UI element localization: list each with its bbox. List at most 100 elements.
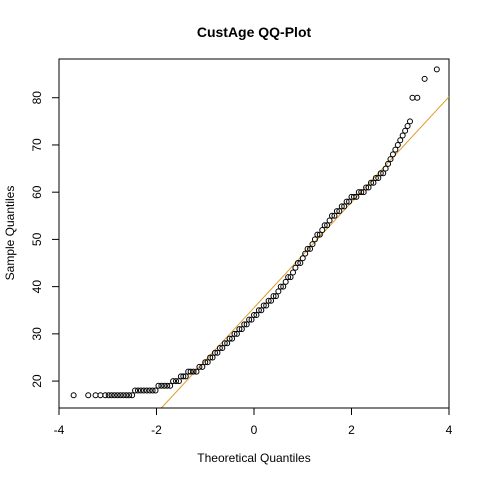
data-point [155,382,162,389]
data-point [360,189,367,196]
data-point [285,274,292,281]
data-point [238,326,245,333]
data-point [341,203,348,210]
data-point [421,75,428,82]
x-tick-label: 2 [348,423,355,437]
data-point [316,231,323,238]
y-axis: 20 30 40 50 60 70 80 [30,91,60,388]
data-point [292,264,299,271]
data-point [368,179,374,186]
data-point [409,94,416,101]
data-point [224,340,231,347]
data-point [246,316,253,323]
data-point [120,392,127,399]
data-point [404,123,411,130]
data-point [377,170,384,177]
data-point [297,260,304,267]
data-point [294,260,301,267]
data-point [129,392,136,399]
data-point [143,387,150,394]
x-tick-label: -4 [54,423,65,437]
data-point [397,137,404,144]
data-point [433,66,440,73]
data-point [326,217,333,224]
data-point [287,274,294,281]
data-point [111,392,118,399]
data-point [114,392,121,399]
data-point [164,382,171,389]
data-point [346,198,353,205]
data-point [270,293,277,300]
data-point [221,340,228,347]
y-tick-label: 30 [30,327,44,341]
data-point [187,368,194,375]
data-point [407,118,413,125]
plot-frame [58,58,450,409]
data-point [158,382,165,389]
data-point [353,193,360,200]
data-point [196,363,203,370]
data-point [302,250,309,257]
data-point [265,297,272,304]
data-point [331,212,338,219]
data-point [399,132,406,139]
reference-line [161,96,450,409]
data-point [370,179,377,186]
data-point [268,297,275,304]
data-point [385,160,392,167]
chart-title: CustAge QQ-Plot [197,24,312,40]
data-point [180,373,187,380]
data-point [333,208,340,215]
data-point [229,335,236,342]
data-point [161,382,168,389]
data-point [209,354,216,361]
x-axis-label: Theoretical Quantiles [197,451,310,465]
data-point [343,198,350,205]
data-point [92,392,99,399]
data-point [290,269,296,276]
data-point [146,387,153,394]
data-point [236,326,243,333]
data-point [363,184,370,191]
data-point [255,307,262,314]
y-tick-label: 80 [30,91,44,105]
data-point [170,378,177,385]
data-point [372,175,379,182]
y-axis-label: Sample Quantiles [3,186,17,281]
data-point [375,175,382,182]
data-point [280,283,287,290]
data-point [137,387,144,394]
data-point [132,387,139,394]
data-point [199,363,206,370]
data-point [231,330,238,337]
data-point [258,307,265,314]
data-point [241,321,248,328]
data-point [358,189,365,196]
data-point [253,311,260,318]
data-point [392,146,399,153]
data-point [204,359,211,366]
data-point [319,226,326,233]
data-point [380,170,387,177]
data-point [152,387,159,394]
data-point [387,156,394,163]
data-point [182,373,189,380]
x-tick-label: 4 [446,423,453,437]
data-point [108,392,115,399]
y-tick-label: 60 [30,185,44,199]
data-point [365,184,372,191]
plot-area [58,58,450,409]
data-point [282,278,289,285]
y-tick-label: 50 [30,232,44,246]
data-point [193,368,200,375]
data-point [207,354,214,361]
data-point [389,151,396,158]
data-point [307,245,314,252]
data-point [233,330,240,337]
data-point [70,392,77,399]
data-point [338,203,345,210]
data-point [117,392,124,399]
data-point [167,382,174,389]
data-point [299,255,306,262]
data-point [202,359,209,366]
